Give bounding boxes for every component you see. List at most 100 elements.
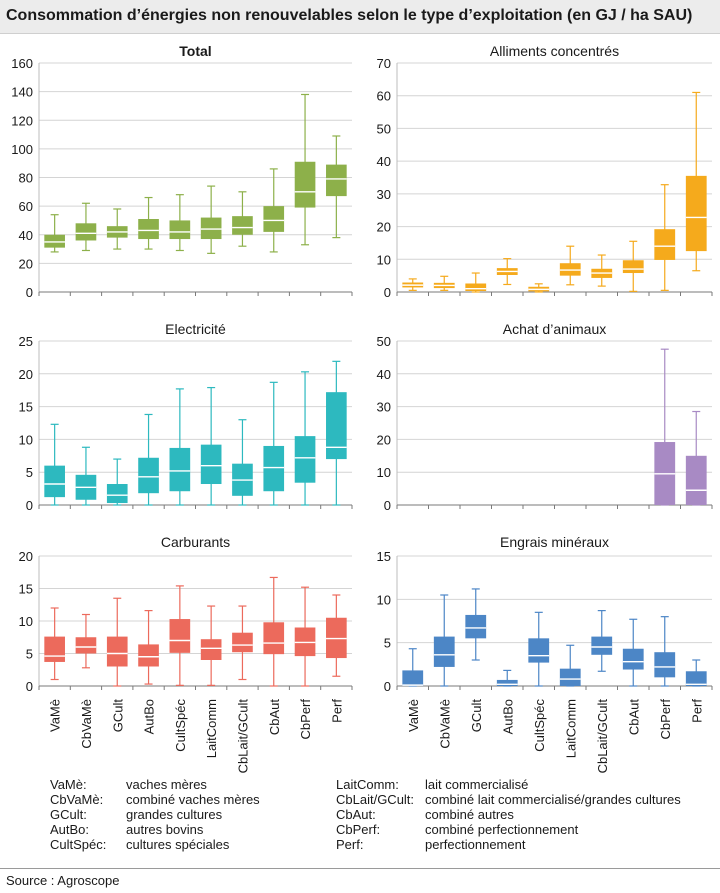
legend-desc: lait commercialisé xyxy=(425,777,529,792)
box-GCult xyxy=(106,208,128,250)
box-iqr xyxy=(685,175,707,252)
panel-0: Total 0 20 40 60 80 100 120 140 160 xyxy=(11,43,353,300)
panel-title: Engrais minéraux xyxy=(500,534,609,550)
box-CbLait/GCult xyxy=(591,609,613,672)
x-tick-label: CbVaMè xyxy=(79,699,94,749)
box-iqr xyxy=(44,636,65,662)
box-LaitComm xyxy=(200,185,222,254)
legend-desc: combiné lait commercialisé/grandes cultu… xyxy=(425,792,681,807)
x-tick-label: Perf xyxy=(329,699,344,723)
box-iqr xyxy=(75,223,97,241)
y-tick-label: 5 xyxy=(26,647,33,662)
legend-abbr: CultSpéc: xyxy=(50,837,107,852)
y-tick-label: 25 xyxy=(19,334,33,349)
box-VaMè xyxy=(402,648,424,687)
legend-abbr: CbAut: xyxy=(336,807,376,822)
legend-desc: combiné perfectionnement xyxy=(425,822,579,837)
legend-abbr: CbLait/GCult: xyxy=(336,792,415,807)
box-AutBo xyxy=(138,413,159,506)
box-CbPerf xyxy=(294,586,316,687)
panel-title: Achat d’animaux xyxy=(503,321,607,337)
x-tick-label: AutBo xyxy=(500,699,515,734)
x-tick-label: CbAut xyxy=(267,699,282,736)
y-tick-label: 0 xyxy=(26,498,33,513)
box-CbLait/GCult xyxy=(232,191,253,247)
x-tick-label: VaMè xyxy=(406,699,421,732)
legend-abbr: GCult: xyxy=(50,807,87,822)
y-tick-label: 10 xyxy=(19,614,33,629)
panel-title: Carburants xyxy=(161,534,230,550)
box-iqr xyxy=(44,465,65,498)
box-iqr xyxy=(433,636,455,667)
box-iqr xyxy=(496,679,518,686)
x-tick-label: AutBo xyxy=(142,699,157,734)
box-iqr xyxy=(263,622,285,655)
x-tick-label: CbPerf xyxy=(658,699,673,740)
x-tick-label: GCult xyxy=(469,699,484,733)
box-iqr xyxy=(326,392,347,460)
box-iqr xyxy=(654,229,676,260)
x-tick-label: Perf xyxy=(689,699,704,723)
box-LaitComm xyxy=(200,386,222,506)
y-tick-label: 20 xyxy=(19,549,33,564)
box-VaMè xyxy=(44,214,65,253)
legend: VaMè: vaches mères CbVaMè: combiné vaches m… xyxy=(0,775,720,867)
box-LaitComm xyxy=(200,605,222,686)
y-tick-label: 0 xyxy=(384,498,391,513)
y-tick-label: 60 xyxy=(19,199,33,214)
box-iqr xyxy=(200,639,222,660)
y-tick-label: 120 xyxy=(11,113,33,128)
x-tick-label: LaitComm xyxy=(204,699,219,758)
box-iqr xyxy=(106,636,128,667)
y-tick-label: 40 xyxy=(377,154,391,169)
y-tick-label: 30 xyxy=(377,187,391,202)
y-tick-label: 10 xyxy=(377,252,391,267)
box-iqr xyxy=(465,283,487,292)
box-iqr xyxy=(654,652,676,678)
box-GCult xyxy=(465,588,487,661)
legend-desc: vaches mères xyxy=(126,777,207,792)
box-Perf xyxy=(685,410,707,506)
x-tick-label: CultSpéc xyxy=(173,699,188,752)
box-iqr xyxy=(591,636,613,655)
y-tick-label: 20 xyxy=(377,432,391,447)
box-LaitComm xyxy=(559,245,581,286)
y-tick-label: 0 xyxy=(384,285,391,300)
box-CbAut xyxy=(263,381,285,506)
y-tick-label: 5 xyxy=(384,636,391,651)
box-iqr xyxy=(75,637,97,654)
box-CbVaMè xyxy=(433,594,455,687)
box-Perf xyxy=(326,594,347,677)
box-iqr xyxy=(294,161,316,208)
box-iqr xyxy=(232,216,253,235)
legend-desc: combiné vaches mères xyxy=(126,792,260,807)
x-tick-label: LaitComm xyxy=(563,699,578,758)
box-Perf xyxy=(326,135,347,239)
chart-title: Consommation d’énergies non renouvelable… xyxy=(6,7,693,24)
panel-3: Achat d’animaux 0 10 20 30 40 50 xyxy=(377,321,713,513)
x-tick-label: CbLait/GCult xyxy=(595,699,610,774)
box-CbLait/GCult xyxy=(232,605,253,681)
box-CbAut xyxy=(622,618,644,687)
legend-abbr: Perf: xyxy=(336,837,364,852)
box-VaMè xyxy=(402,278,424,291)
box-iqr xyxy=(528,638,550,663)
chart-header: Consommation d’énergies non renouvelable… xyxy=(0,0,720,34)
y-tick-label: 10 xyxy=(19,432,33,447)
legend-desc: cultures spéciales xyxy=(126,837,230,852)
box-LaitComm xyxy=(559,644,581,687)
box-CbPerf xyxy=(654,184,676,291)
footer: Source : Agroscope xyxy=(0,868,720,893)
legend-desc: combiné autres xyxy=(425,807,514,822)
y-tick-label: 15 xyxy=(377,549,391,564)
box-CbPerf xyxy=(294,93,316,246)
box-iqr xyxy=(138,644,159,667)
panel-1: Alliments concentrés 0 10 20 30 40 50 60 70 xyxy=(377,43,713,300)
y-tick-label: 140 xyxy=(11,85,33,100)
y-tick-label: 50 xyxy=(377,334,391,349)
box-GCult xyxy=(465,272,487,293)
box-AutBo xyxy=(138,609,159,685)
box-CultSpéc xyxy=(169,194,191,252)
panel-title: Electricité xyxy=(165,321,226,337)
box-GCult xyxy=(106,597,128,687)
